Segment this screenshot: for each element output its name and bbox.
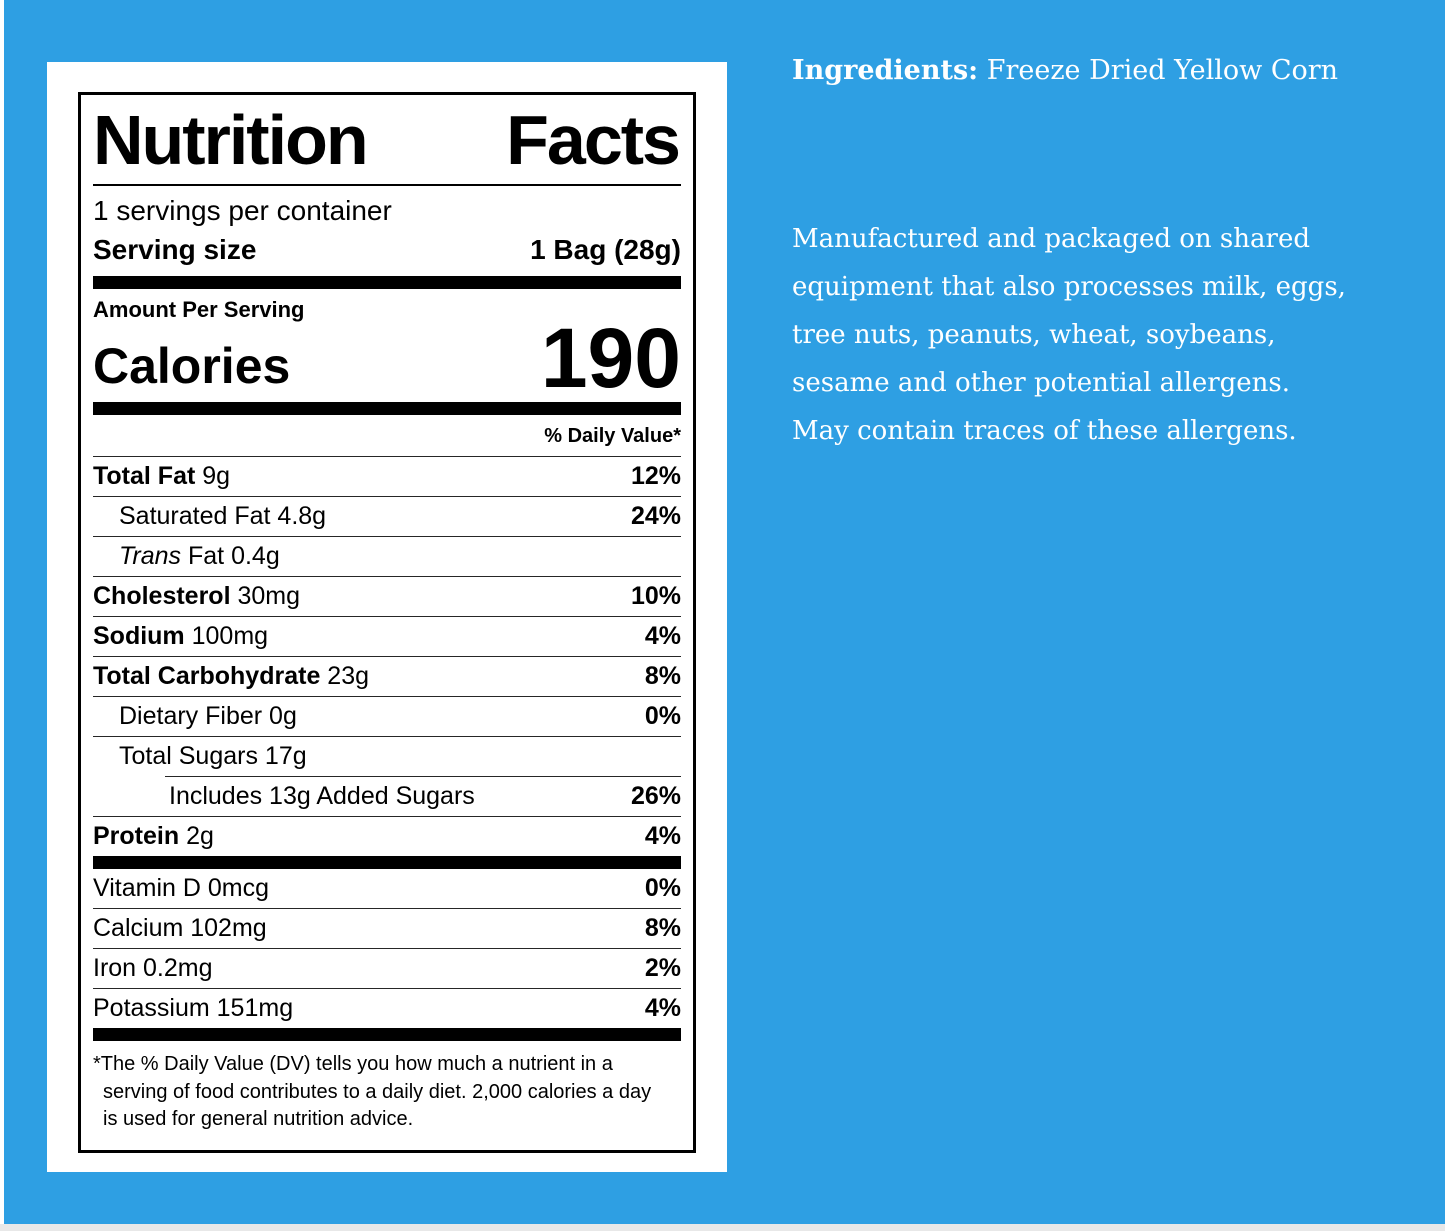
ingredients-line: Ingredients: Freeze Dried Yellow Corn (792, 55, 1392, 87)
row-divider (93, 655, 681, 657)
nutrient-name: Calcium 102mg (93, 913, 267, 942)
row-divider (93, 947, 681, 949)
title-divider (93, 184, 681, 187)
row-divider (93, 907, 681, 909)
title-word-nutrition: Nutrition (93, 101, 369, 179)
nutrient-name: Total Sugars 17g (119, 741, 307, 770)
daily-value-header: % Daily Value* (544, 424, 681, 447)
nutrient-row: Sodium 100mg 4% (93, 617, 681, 656)
nutrient-dv: 24% (630, 501, 681, 530)
nutrient-row: Includes 13g Added Sugars 26% (93, 777, 681, 816)
nutrient-row: Total Sugars 17g (93, 737, 681, 776)
row-divider (93, 535, 681, 537)
allergen-statement: Manufactured and packaged on shared equi… (792, 224, 1346, 447)
nutrient-row: Protein 2g 4% (93, 817, 681, 856)
thick-bar (93, 1027, 681, 1041)
nutrient-dv: 2% (644, 953, 681, 982)
nutrient-dv: 4% (644, 621, 681, 650)
thick-bar (93, 275, 681, 289)
serving-size-label: Serving size (93, 233, 257, 265)
nutrient-dv: 8% (644, 913, 681, 942)
nutrient-name: Dietary Fiber 0g (119, 701, 297, 730)
row-divider (93, 575, 681, 577)
footnote: *The % Daily Value (DV) tells you how mu… (93, 1052, 652, 1131)
amount-per-serving: Amount Per Serving (93, 296, 305, 322)
nutrient-row: Trans Fat 0.4g (93, 537, 681, 576)
calories-label: Calories (93, 337, 291, 394)
row-divider (93, 615, 681, 617)
nutrient-name: Includes 13g Added Sugars (169, 781, 475, 810)
nutrient-row: Total Fat 9g 12% (93, 457, 681, 496)
thick-bar (93, 855, 681, 869)
nutrient-row: Dietary Fiber 0g 0% (93, 697, 681, 736)
nutrition-facts-label: Nutrition Facts 1 servings per container… (78, 92, 696, 1153)
nutrient-dv: 4% (644, 821, 681, 850)
nutrient-name: Protein 2g (93, 821, 214, 850)
row-divider (93, 495, 681, 497)
nutrient-rows: Total Fat 9g 12% Saturated Fat 4.8g 24% Tran… (93, 455, 681, 856)
row-divider (93, 987, 681, 989)
nutrient-dv: 10% (630, 581, 681, 610)
title-word-facts: Facts (506, 101, 681, 179)
nutrient-row: Total Carbohydrate 23g 8% (93, 657, 681, 696)
label-card: Nutrition Facts 1 servings per container… (47, 62, 727, 1172)
nutrient-row: Potassium 151mg 4% (93, 989, 681, 1028)
nutrient-name: Iron 0.2mg (93, 953, 213, 982)
calories-row: Calories 190 (93, 310, 681, 405)
blue-background: Nutrition Facts 1 servings per container… (4, 0, 1445, 1224)
nutrient-row: Saturated Fat 4.8g 24% (93, 497, 681, 536)
nutrient-name: Total Fat 9g (93, 461, 231, 490)
nutrient-name: Cholesterol 30mg (93, 581, 301, 610)
ingredients-label: Ingredients: (792, 55, 979, 86)
nutrient-dv: 26% (630, 781, 681, 810)
nutrition-facts-title: Nutrition Facts (93, 103, 681, 184)
nutrient-name: Total Carbohydrate 23g (93, 661, 370, 690)
thick-bar (93, 401, 681, 415)
ingredients-value: Freeze Dried Yellow Corn (986, 55, 1339, 86)
nutrient-row: Vitamin D 0mcg 0% (93, 869, 681, 908)
nutrient-row: Iron 0.2mg 2% (93, 949, 681, 988)
row-divider (93, 455, 681, 457)
nutrient-dv: 0% (644, 701, 681, 730)
nutrient-name: Vitamin D 0mcg (93, 873, 269, 902)
row-divider (93, 815, 681, 817)
nutrient-name: Potassium 151mg (93, 993, 294, 1022)
row-divider (165, 775, 681, 777)
bottom-strip (0, 1224, 1445, 1231)
serving-size-value: 1 Bag (28g) (530, 233, 681, 265)
vitamin-rows: Vitamin D 0mcg 0% Calcium 102mg 8% Iron 0.2m… (93, 869, 681, 1028)
nutrient-dv: 12% (630, 461, 681, 490)
nutrient-dv: 8% (644, 661, 681, 690)
row-divider (93, 735, 681, 737)
nutrient-dv: 0% (644, 873, 681, 902)
serving-size-row: Serving size 1 Bag (28g) (93, 230, 681, 276)
nutrient-row: Cholesterol 30mg 10% (93, 577, 681, 616)
nutrient-row: Calcium 102mg 8% (93, 909, 681, 948)
nutrient-name: Trans Fat 0.4g (119, 541, 280, 570)
nutrient-dv: 4% (644, 993, 681, 1022)
nutrient-name: Sodium 100mg (93, 621, 269, 650)
calories-value: 190 (540, 310, 681, 405)
row-divider (93, 695, 681, 697)
servings-per-container: 1 servings per container (93, 195, 392, 227)
right-panel: Ingredients: Freeze Dried Yellow Corn Ma… (792, 55, 1392, 455)
nutrient-name: Saturated Fat 4.8g (119, 501, 327, 530)
